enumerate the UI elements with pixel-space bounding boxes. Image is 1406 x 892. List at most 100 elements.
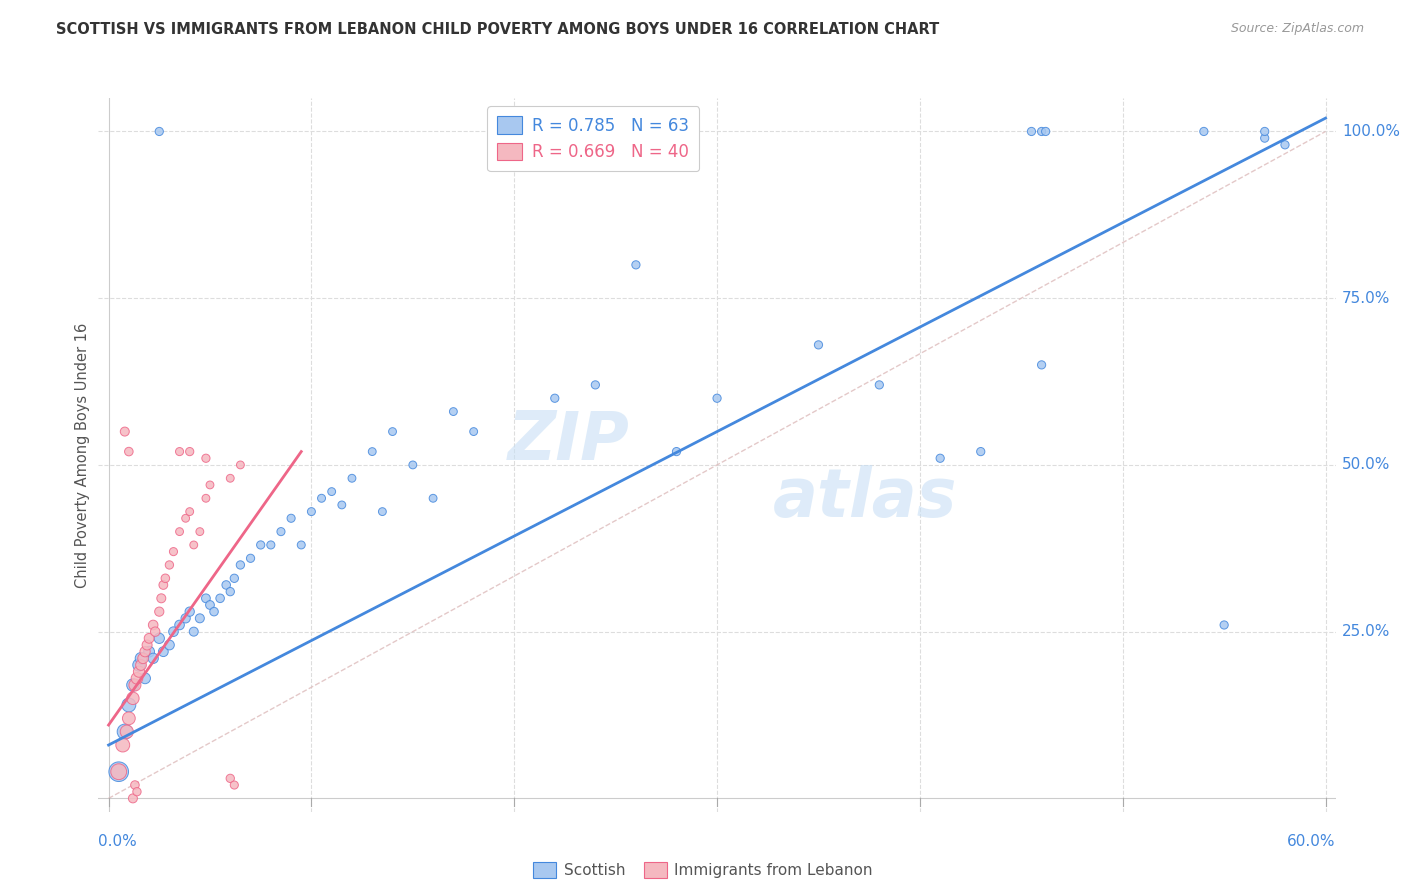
Text: Source: ZipAtlas.com: Source: ZipAtlas.com: [1230, 22, 1364, 36]
Point: [198, 478, 221, 492]
Point: [183, 538, 205, 552]
Point: [321, 484, 343, 499]
Point: [1254, 131, 1277, 145]
Point: [1031, 124, 1053, 138]
Point: [136, 638, 159, 652]
Point: [129, 651, 152, 665]
Point: [157, 558, 180, 572]
Point: [143, 624, 166, 639]
Point: [280, 511, 302, 525]
Point: [311, 491, 333, 506]
Point: [118, 711, 141, 725]
Point: [148, 124, 170, 138]
Point: [162, 544, 184, 558]
Point: [868, 377, 890, 392]
Point: [169, 444, 191, 458]
Point: [381, 425, 404, 439]
Point: [118, 444, 141, 458]
Point: [1021, 124, 1043, 138]
Point: [402, 458, 425, 472]
Point: [125, 785, 148, 799]
Point: [463, 425, 485, 439]
Point: [299, 505, 322, 519]
Point: [122, 678, 145, 692]
Point: [114, 425, 136, 439]
Point: [219, 471, 242, 485]
Point: [188, 524, 211, 539]
Point: [340, 471, 363, 485]
Point: [148, 632, 170, 646]
Point: [142, 651, 165, 665]
Point: [249, 538, 271, 552]
Point: [155, 571, 177, 585]
Legend: R = 0.785   N = 63, R = 0.669   N = 40: R = 0.785 N = 63, R = 0.669 N = 40: [488, 106, 699, 171]
Text: ZIP: ZIP: [508, 408, 630, 474]
Text: SCOTTISH VS IMMIGRANTS FROM LEBANON CHILD POVERTY AMONG BOYS UNDER 16 CORRELATIO: SCOTTISH VS IMMIGRANTS FROM LEBANON CHIL…: [56, 22, 939, 37]
Point: [128, 665, 150, 679]
Point: [1031, 358, 1053, 372]
Point: [260, 538, 283, 552]
Point: [361, 444, 384, 458]
Text: 100.0%: 100.0%: [1341, 124, 1400, 139]
Point: [115, 724, 138, 739]
Point: [169, 618, 191, 632]
Point: [330, 498, 353, 512]
Point: [229, 558, 252, 572]
Point: [194, 591, 217, 606]
Point: [422, 491, 444, 506]
Point: [224, 778, 246, 792]
Point: [174, 511, 197, 525]
Point: [179, 605, 201, 619]
Point: [188, 611, 211, 625]
Point: [179, 505, 201, 519]
Point: [929, 451, 952, 466]
Point: [441, 404, 464, 418]
Point: [239, 551, 262, 566]
Point: [152, 645, 174, 659]
Point: [148, 605, 170, 619]
Point: [219, 772, 242, 786]
Point: [174, 611, 197, 625]
Point: [371, 505, 394, 519]
Point: [157, 638, 180, 652]
Point: [150, 591, 173, 606]
Point: [111, 738, 134, 752]
Point: [114, 724, 136, 739]
Text: atlas: atlas: [773, 465, 957, 531]
Point: [1192, 124, 1215, 138]
Point: [290, 538, 312, 552]
Point: [169, 524, 191, 539]
Point: [1035, 124, 1057, 138]
Point: [194, 491, 217, 506]
Point: [1213, 618, 1236, 632]
Point: [129, 658, 152, 673]
Point: [970, 444, 993, 458]
Point: [219, 584, 242, 599]
Point: [152, 578, 174, 592]
Point: [179, 444, 201, 458]
Point: [665, 444, 688, 458]
Point: [1254, 124, 1277, 138]
Point: [215, 578, 238, 592]
Point: [124, 678, 146, 692]
Text: 50.0%: 50.0%: [1341, 458, 1391, 473]
Point: [128, 658, 150, 673]
Text: 0.0%: 0.0%: [98, 834, 138, 849]
Point: [122, 691, 145, 706]
Text: 60.0%: 60.0%: [1288, 834, 1336, 849]
Point: [544, 391, 567, 405]
Point: [624, 258, 647, 272]
Point: [122, 791, 145, 805]
Text: 75.0%: 75.0%: [1341, 291, 1391, 306]
Point: [194, 451, 217, 466]
Point: [138, 632, 160, 646]
Point: [134, 645, 156, 659]
Point: [209, 591, 232, 606]
Point: [118, 698, 141, 712]
Point: [202, 605, 225, 619]
Point: [162, 624, 184, 639]
Y-axis label: Child Poverty Among Boys Under 16: Child Poverty Among Boys Under 16: [75, 322, 90, 588]
Point: [125, 671, 148, 685]
Point: [270, 524, 292, 539]
Legend: Scottish, Immigrants from Lebanon: Scottish, Immigrants from Lebanon: [527, 856, 879, 884]
